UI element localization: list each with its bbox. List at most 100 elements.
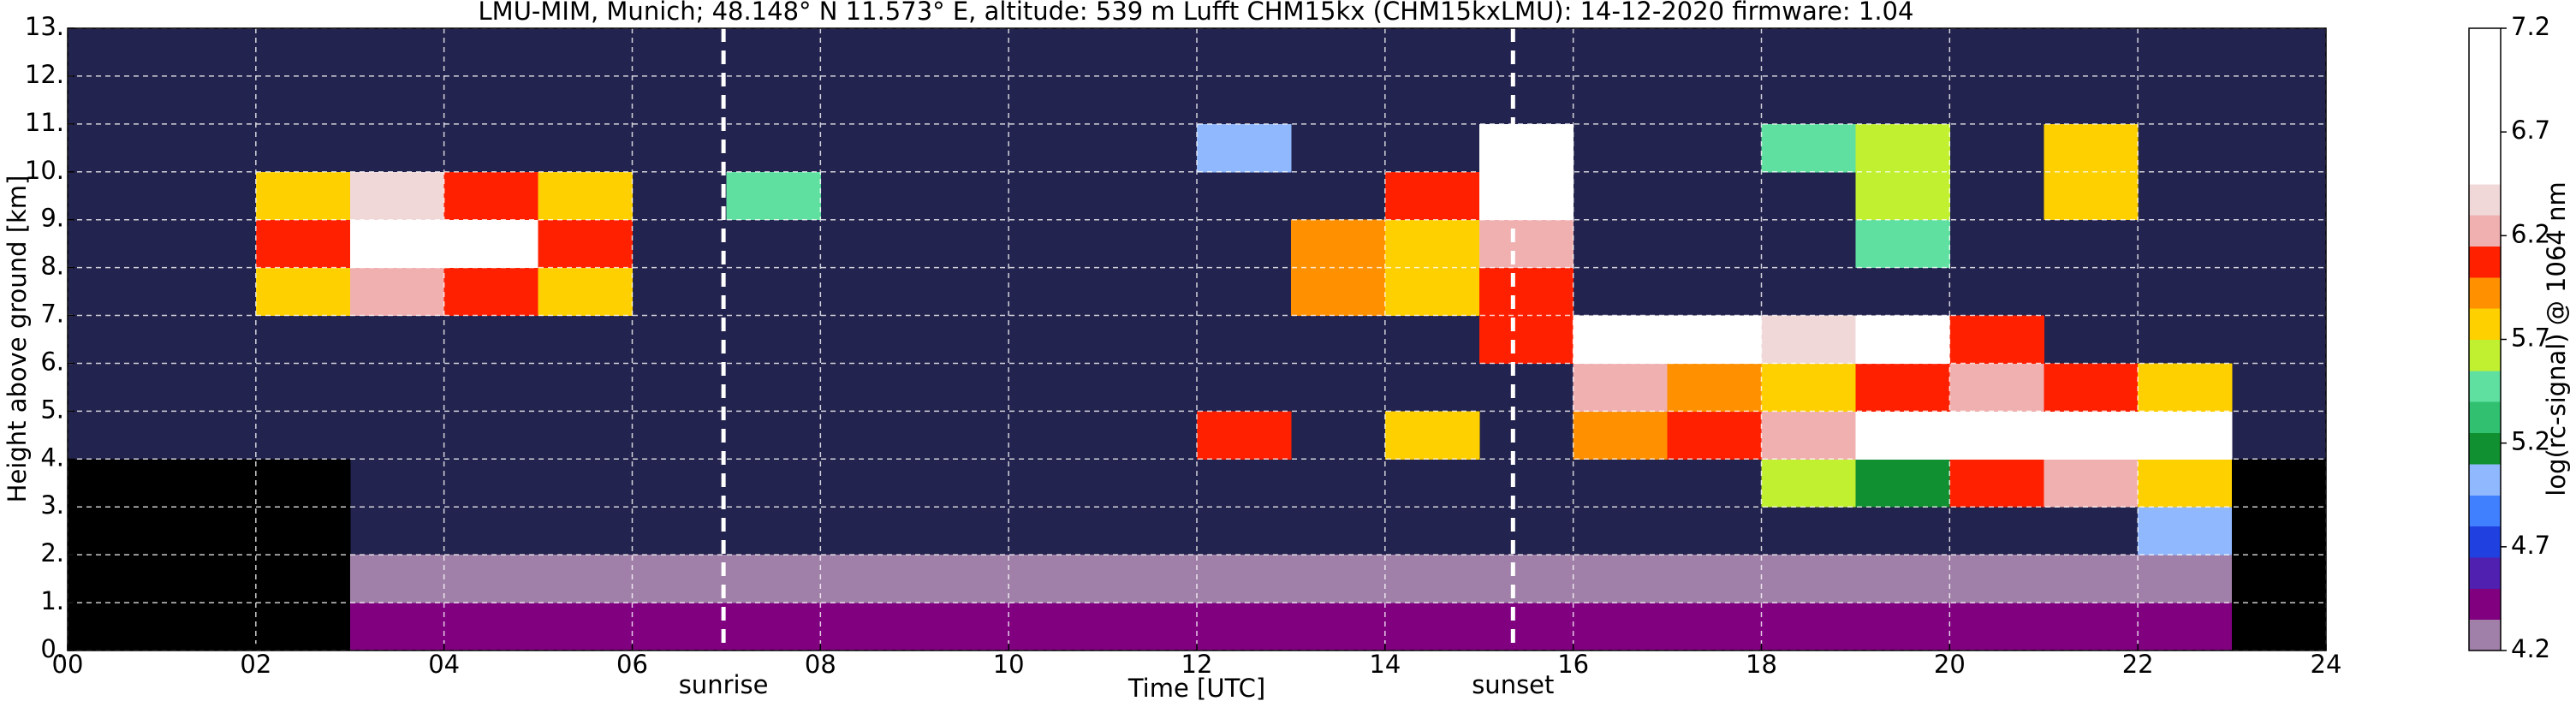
- heatmap-cell: [2138, 603, 2233, 651]
- y-tick-label: 13.: [25, 12, 64, 41]
- heatmap-cell: [538, 603, 633, 651]
- x-tick-label: 00: [52, 650, 84, 679]
- heatmap-cell: [2138, 411, 2233, 460]
- heatmap-cell: [1667, 555, 1762, 603]
- heatmap-cell: [161, 507, 257, 556]
- colorbar-tick-label: 5.2: [2511, 427, 2550, 456]
- colorbar-band: [2469, 588, 2501, 621]
- heatmap-cell: [2138, 363, 2233, 412]
- colorbar-band: [2469, 276, 2501, 309]
- colorbar-band: [2469, 432, 2501, 465]
- heatmap-cell: [1384, 171, 1480, 221]
- y-tick-label: 11.: [25, 108, 64, 137]
- colorbar-band: [2469, 370, 2501, 402]
- heatmap-cell: [1667, 315, 1762, 364]
- heatmap-cell: [2232, 459, 2327, 508]
- heatmap-cell: [1855, 363, 1950, 412]
- colorbar-band: [2469, 183, 2501, 216]
- heatmap-cell: [443, 603, 539, 651]
- colorbar-band: [2469, 122, 2501, 153]
- heatmap-cell: [1384, 411, 1480, 460]
- heatmap-cell: [68, 507, 163, 556]
- y-tick-label: 4.: [40, 443, 64, 472]
- heatmap-cell: [1667, 603, 1762, 651]
- colorbar-band: [2469, 215, 2501, 247]
- heatmap-cell: [1855, 219, 1950, 269]
- heatmap-cell: [632, 555, 727, 603]
- heatmap-cell: [538, 555, 633, 603]
- x-tick-label: 02: [240, 650, 271, 679]
- colorbar-tick-label: 5.7: [2511, 324, 2550, 353]
- heatmap-cell: [1103, 603, 1198, 651]
- heatmap-cell: [1855, 459, 1950, 508]
- colorbar-band: [2469, 619, 2501, 651]
- colorbar-tick-label: 4.7: [2511, 531, 2550, 560]
- x-tick-label: 16: [1557, 650, 1589, 679]
- heatmap-cell: [1667, 363, 1762, 412]
- heatmap-cell: [1855, 315, 1950, 364]
- x-tick-label: 06: [616, 650, 648, 679]
- heatmap-cell: [1573, 411, 1669, 460]
- heatmap-cell: [2044, 603, 2139, 651]
- heatmap-cell: [1949, 603, 2044, 651]
- heatmap-cell: [349, 171, 445, 221]
- heatmap-cell: [2232, 603, 2327, 651]
- heatmap-cell: [2232, 555, 2327, 603]
- y-tick-label: 5.: [40, 395, 64, 424]
- y-tick-label: 9.: [40, 204, 64, 233]
- heatmap-cell: [1384, 267, 1480, 317]
- heatmap-cell: [1761, 123, 1856, 173]
- heatmap-cell: [1478, 555, 1574, 603]
- heatmap-cell: [1855, 123, 1950, 173]
- heatmap-cell: [1008, 555, 1104, 603]
- x-tick-label: 12: [1181, 650, 1213, 679]
- heatmap-cell: [914, 555, 1009, 603]
- heatmap-cell: [68, 603, 163, 651]
- heatmap-cell: [1949, 411, 2044, 460]
- y-tick-label: 6.: [40, 347, 64, 376]
- heatmap-cell: [1197, 555, 1292, 603]
- heatmap-cell: [1667, 411, 1762, 460]
- x-tick-label: 10: [993, 650, 1025, 679]
- heatmap-cell: [349, 267, 445, 317]
- heatmap-cell: [2044, 363, 2139, 412]
- heatmap-cell: [1384, 555, 1480, 603]
- colorbar-band: [2469, 152, 2501, 185]
- chart-title: LMU-MIM, Munich; 48.148° N 11.573° E, al…: [479, 0, 1914, 26]
- heatmap-cell: [255, 459, 351, 508]
- heatmap-cell: [1949, 459, 2044, 508]
- x-tick-label: 04: [428, 650, 460, 679]
- heatmap-cell: [1855, 411, 1950, 460]
- heatmap-cell: [726, 603, 821, 651]
- heatmap-cell: [1103, 555, 1198, 603]
- colorbar-band: [2469, 90, 2501, 122]
- x-tick-label: 18: [1746, 650, 1777, 679]
- heatmap-cell: [1761, 603, 1856, 651]
- heatmap-cell: [255, 603, 351, 651]
- colorbar-band: [2469, 556, 2501, 589]
- heatmap-cell: [820, 555, 915, 603]
- heatmap-cell: [1478, 603, 1574, 651]
- heatmap-cell: [1008, 603, 1104, 651]
- y-tick-label: 2.: [40, 538, 64, 567]
- heatmap-cell: [1761, 315, 1856, 364]
- heatmap-cell: [443, 267, 539, 317]
- heatmap-cell: [1478, 123, 1574, 173]
- heatmap-cell: [1761, 411, 1856, 460]
- colorbar-band: [2469, 59, 2501, 92]
- heatmap-cell: [1197, 411, 1292, 460]
- y-tick-label: 0.: [40, 634, 64, 663]
- heatmap-cell: [1573, 555, 1669, 603]
- colorbar-band: [2469, 526, 2501, 558]
- heatmap-cell: [2044, 459, 2139, 508]
- heatmap-cell: [1197, 123, 1292, 173]
- heatmap-cell: [1384, 603, 1480, 651]
- annotation-label: sunrise: [679, 670, 769, 699]
- y-tick-label: 3.: [40, 490, 64, 520]
- colorbar-tick-label: 7.2: [2511, 12, 2550, 41]
- heatmap-cell: [1949, 363, 2044, 412]
- heatmap-cell: [1478, 315, 1574, 364]
- heatmap-cell: [2044, 555, 2139, 603]
- heatmap-cell: [255, 507, 351, 556]
